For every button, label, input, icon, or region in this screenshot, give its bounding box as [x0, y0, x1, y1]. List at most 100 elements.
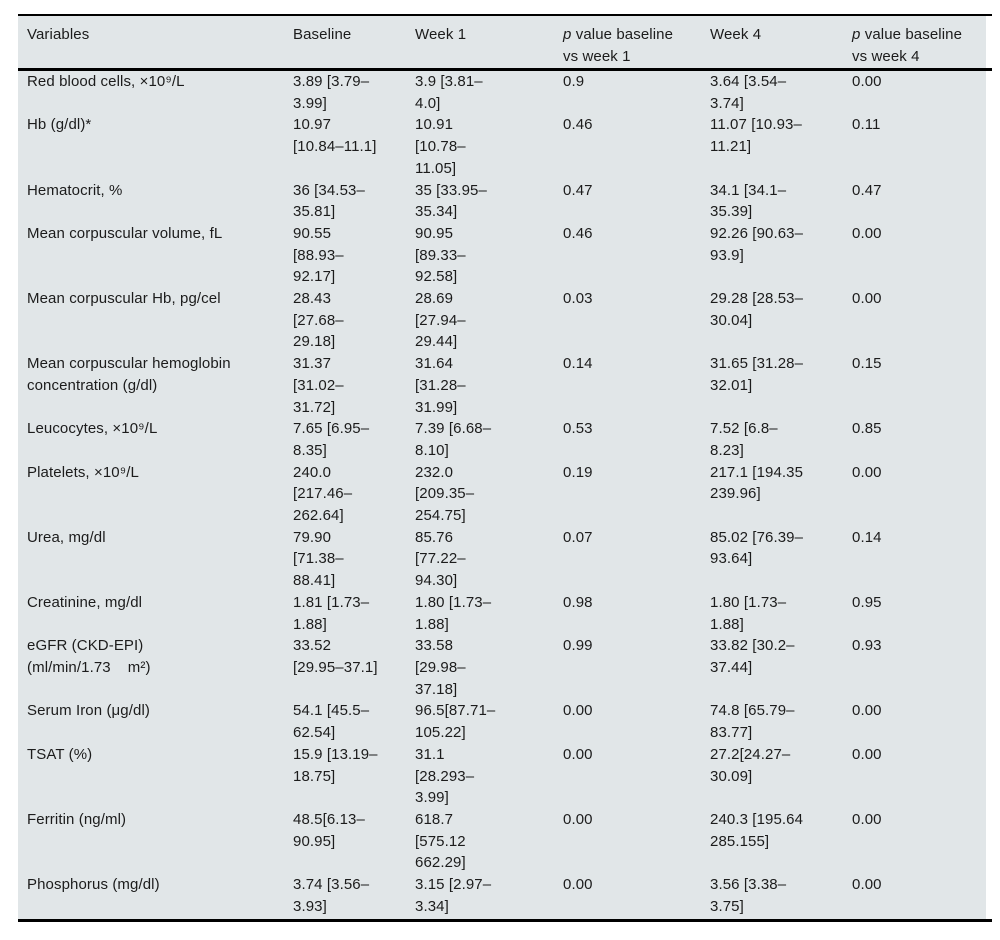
cell-variable: Hb (g/dl)*	[27, 116, 92, 134]
table-row: Platelets, ×10⁹/L 240.0 [217.46– 262.64]…	[18, 461, 986, 527]
header-label: Variables	[27, 26, 90, 43]
cell-p-baseline-vs-week1: 0.46	[563, 116, 593, 134]
cell-baseline: 7.65 [6.95– 8.35]	[293, 420, 370, 459]
table-header-row: Variables Baseline Week 1 p value baseli…	[18, 16, 986, 68]
header-label: Week 1	[415, 26, 467, 43]
cell-week1: 618.7 [575.12 662.29]	[415, 810, 466, 872]
table-top-rule	[18, 14, 992, 16]
cell-p-baseline-vs-week1: 0.46	[563, 224, 593, 242]
cell-baseline: 3.74 [3.56– 3.93]	[293, 876, 370, 915]
cell-week4: 240.3 [195.64 285.155]	[710, 810, 804, 850]
cell-week1: 85.76 [77.22– 94.30]	[415, 528, 466, 590]
header-cell-week1: Week 1	[406, 24, 554, 68]
cell-week1: 7.39 [6.68– 8.10]	[415, 420, 492, 459]
cell-p-baseline-vs-week1: 0.00	[563, 876, 593, 894]
cell-week4: 217.1 [194.35 239.96]	[710, 463, 804, 503]
cell-p-baseline-vs-week4: 0.00	[852, 73, 882, 90]
cell-week4: 92.26 [90.63– 93.9]	[710, 224, 804, 264]
cell-baseline: 28.43 [27.68– 29.18]	[293, 290, 344, 351]
table-row: Mean corpuscular Hb, pg/cel 28.43 [27.68…	[18, 288, 986, 354]
cell-p-baseline-vs-week1: 0.00	[563, 702, 593, 720]
cell-week4: 31.65 [31.28– 32.01]	[710, 355, 804, 394]
cell-week4: 29.28 [28.53– 30.04]	[710, 290, 804, 329]
cell-p-baseline-vs-week4: 0.15	[852, 355, 882, 373]
cell-baseline: 90.55 [88.93– 92.17]	[293, 224, 344, 286]
cell-p-baseline-vs-week1: 0.07	[563, 528, 593, 546]
cell-baseline: 36 [34.53– 35.81]	[293, 181, 365, 221]
cell-variable: Serum Iron (μg/dl)	[27, 702, 150, 720]
table-row: Red blood cells, ×10⁹/L 3.89 [3.79– 3.99…	[18, 71, 986, 115]
table-row: Mean corpuscular volume, fL 90.55 [88.93…	[18, 222, 986, 289]
cell-variable: Urea, mg/dl	[27, 528, 106, 546]
cell-week4: 11.07 [10.93– 11.21]	[710, 116, 802, 156]
cell-p-baseline-vs-week4: 0.00	[852, 224, 882, 242]
cell-p-baseline-vs-week4: 0.00	[852, 745, 882, 763]
table-row: Hb (g/dl)* 10.97 [10.84–11.1] 10.91 [10.…	[18, 114, 986, 180]
lab-results-table: Variables Baseline Week 1 p value baseli…	[18, 14, 992, 923]
header-cell-variables: Variables	[18, 24, 284, 68]
cell-p-baseline-vs-week1: 0.00	[563, 745, 593, 763]
cell-p-baseline-vs-week4: 0.00	[852, 290, 882, 308]
cell-week1: 90.95 [89.33– 92.58]	[415, 224, 466, 286]
cell-p-baseline-vs-week1: 0.98	[563, 593, 593, 611]
cell-variable: Hematocrit, %	[27, 181, 123, 199]
header-label: Week 4	[710, 26, 762, 43]
header-label: value baseline vs week 1	[563, 26, 674, 65]
cell-week4: 85.02 [76.39– 93.64]	[710, 528, 804, 568]
cell-week4: 74.8 [65.79– 83.77]	[710, 702, 795, 742]
cell-week1: 3.15 [2.97– 3.34]	[415, 876, 492, 915]
cell-baseline: 79.90 [71.38– 88.41]	[293, 528, 344, 590]
cell-variable: Creatinine, mg/dl	[27, 593, 143, 611]
cell-baseline: 54.1 [45.5– 62.54]	[293, 702, 370, 742]
table-row: eGFR (CKD-EPI) (ml/min/1.73 m²) 33.52 [2…	[18, 635, 986, 701]
cell-week1: 3.9 [3.81– 4.0]	[415, 73, 483, 112]
cell-baseline: 33.52 [29.95–37.1]	[293, 637, 378, 676]
cell-p-baseline-vs-week4: 0.11	[852, 116, 881, 134]
cell-baseline: 31.37 [31.02– 31.72]	[293, 355, 344, 416]
cell-p-baseline-vs-week1: 0.03	[563, 290, 593, 308]
table-row: Creatinine, mg/dl 1.81 [1.73– 1.88] 1.80…	[18, 591, 986, 636]
cell-p-baseline-vs-week4: 0.00	[852, 463, 882, 481]
cell-p-baseline-vs-week4: 0.93	[852, 637, 882, 655]
cell-baseline: 15.9 [13.19– 18.75]	[293, 745, 378, 785]
table-row: TSAT (%) 15.9 [13.19– 18.75] 31.1 [28.29…	[18, 743, 986, 809]
header-italic-prefix: p	[563, 26, 572, 43]
cell-week1: 96.5[87.71– 105.22]	[415, 702, 496, 742]
cell-variable: Leucocytes, ×10⁹/L	[27, 420, 158, 438]
header-cell-week4: Week 4	[701, 24, 843, 68]
cell-p-baseline-vs-week1: 0.47	[563, 181, 593, 199]
table-bottom-rule	[18, 919, 992, 923]
cell-variable: Mean corpuscular hemoglobin concentratio…	[27, 355, 231, 394]
header-cell-pvalue-week1: p value baseline vs week 1	[554, 24, 701, 68]
cell-variable: Platelets, ×10⁹/L	[27, 463, 139, 481]
cell-baseline: 240.0 [217.46– 262.64]	[293, 463, 353, 525]
header-cell-pvalue-week4: p value baseline vs week 4	[843, 24, 986, 68]
cell-week1: 31.1 [28.293– 3.99]	[415, 745, 475, 807]
header-label: Baseline	[293, 26, 352, 43]
table-row: Urea, mg/dl 79.90 [71.38– 88.41] 85.76 […	[18, 526, 986, 592]
cell-p-baseline-vs-week4: 0.85	[852, 420, 882, 438]
cell-p-baseline-vs-week1: 0.00	[563, 810, 593, 828]
cell-week4: 3.56 [3.38– 3.75]	[710, 876, 787, 915]
cell-p-baseline-vs-week1: 0.14	[563, 355, 593, 373]
cell-week1: 10.91 [10.78– 11.05]	[415, 116, 466, 177]
table-body: Red blood cells, ×10⁹/L 3.89 [3.79– 3.99…	[18, 71, 986, 920]
cell-p-baseline-vs-week1: 0.19	[563, 463, 593, 481]
table-header-rule	[18, 68, 992, 71]
cell-week4: 7.52 [6.8– 8.23]	[710, 420, 778, 459]
cell-variable: Mean corpuscular volume, fL	[27, 224, 223, 242]
cell-p-baseline-vs-week4: 0.14	[852, 528, 882, 546]
cell-week1: 31.64 [31.28– 31.99]	[415, 355, 466, 416]
cell-week1: 1.80 [1.73– 1.88]	[415, 593, 492, 633]
cell-week4: 3.64 [3.54– 3.74]	[710, 73, 787, 112]
cell-week4: 27.2[24.27– 30.09]	[710, 745, 791, 785]
cell-week1: 28.69 [27.94– 29.44]	[415, 290, 466, 351]
cell-variable: Red blood cells, ×10⁹/L	[27, 73, 185, 90]
cell-week4: 34.1 [34.1– 35.39]	[710, 181, 787, 221]
cell-baseline: 10.97 [10.84–11.1]	[293, 116, 377, 156]
cell-variable: TSAT (%)	[27, 745, 93, 763]
cell-p-baseline-vs-week1: 0.99	[563, 637, 593, 655]
cell-p-baseline-vs-week1: 0.53	[563, 420, 593, 438]
cell-week1: 35 [33.95– 35.34]	[415, 181, 487, 221]
